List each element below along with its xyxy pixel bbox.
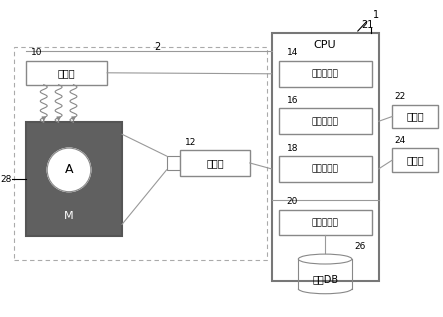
- Text: 10: 10: [31, 49, 43, 57]
- Bar: [279, 156, 372, 182]
- Text: 20: 20: [287, 197, 298, 206]
- Bar: [180, 150, 250, 176]
- Text: 操作部: 操作部: [406, 155, 424, 165]
- Bar: [392, 105, 438, 128]
- Text: 28: 28: [0, 175, 12, 184]
- Text: 照明部: 照明部: [58, 68, 75, 78]
- Text: 24: 24: [394, 136, 406, 145]
- Text: 摄像控制部: 摄像控制部: [312, 69, 338, 78]
- Bar: [272, 33, 379, 281]
- Bar: [279, 61, 372, 87]
- Circle shape: [47, 148, 91, 192]
- Bar: [14, 47, 267, 260]
- Text: M: M: [64, 211, 74, 222]
- Bar: [26, 61, 107, 85]
- Ellipse shape: [298, 254, 352, 264]
- Text: 18: 18: [287, 144, 298, 152]
- Text: 药剂识别部: 药剂识别部: [312, 218, 338, 227]
- Bar: [26, 122, 122, 236]
- Text: A: A: [65, 163, 73, 176]
- Text: 药剂DB: 药剂DB: [312, 274, 338, 284]
- Text: 摄像部: 摄像部: [206, 158, 224, 168]
- Bar: [279, 210, 372, 235]
- Text: 16: 16: [287, 96, 298, 105]
- Text: 21: 21: [361, 20, 373, 30]
- Bar: [279, 108, 372, 134]
- Text: 22: 22: [394, 92, 406, 101]
- Text: 2: 2: [155, 42, 161, 52]
- Text: 14: 14: [287, 49, 298, 57]
- Text: 图像生成部: 图像生成部: [312, 117, 338, 126]
- Text: 显示部: 显示部: [406, 111, 424, 121]
- Text: CPU: CPU: [314, 40, 336, 50]
- Bar: [167, 156, 180, 170]
- Bar: [392, 148, 438, 172]
- Text: 1: 1: [373, 10, 379, 20]
- Text: 26: 26: [355, 242, 366, 251]
- Text: 12: 12: [186, 138, 197, 147]
- Text: 处理控制部: 处理控制部: [312, 165, 338, 173]
